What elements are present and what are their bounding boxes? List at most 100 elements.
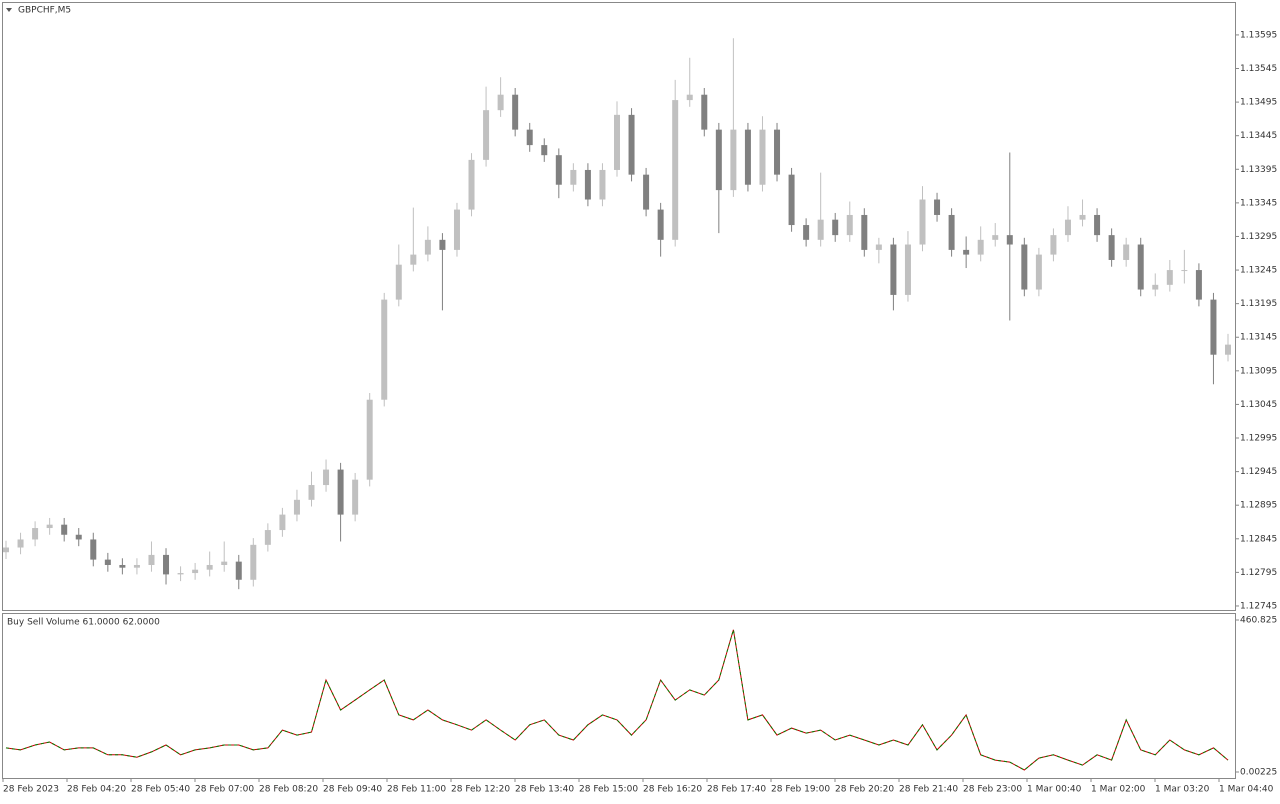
candle-body [512, 94, 519, 130]
candle-body [453, 209, 460, 250]
candle-body [657, 209, 664, 240]
candle-body [177, 573, 184, 575]
x-tick-label: 1 Mar 02:00 [1091, 785, 1146, 795]
candle-body [61, 524, 68, 535]
menu-arrow[interactable] [6, 8, 12, 12]
y-tick-label: 1.13495 [1240, 98, 1277, 108]
candle-body [148, 554, 155, 565]
candle-body [46, 524, 53, 529]
symbol-title: GBPCHF,M5 [18, 6, 71, 16]
candle-body [163, 554, 170, 575]
candle-body [1195, 270, 1202, 300]
candle-body [584, 169, 591, 200]
candle-body [1225, 344, 1231, 355]
candle-body [555, 155, 562, 185]
x-tick-label: 28 Feb 19:00 [771, 785, 830, 795]
candle-body [570, 169, 577, 185]
x-tick-label: 28 Feb 16:20 [643, 785, 702, 795]
y-tick-label: 1.12995 [1240, 434, 1277, 444]
candle-body [381, 299, 388, 400]
y-tick-label: 1.12845 [1240, 534, 1277, 544]
x-tick-label: 28 Feb 12:20 [451, 785, 510, 795]
x-tick-label: 28 Feb 08:20 [259, 785, 318, 795]
candle-body [1064, 219, 1071, 236]
candle-body [890, 244, 897, 295]
candle-body [32, 528, 39, 540]
candle-body [992, 235, 999, 240]
candle-body [948, 214, 955, 250]
y-tick-label: 460.825 [1240, 616, 1277, 626]
candle-body [701, 94, 708, 130]
y-tick-label: 1.12895 [1240, 501, 1277, 511]
x-tick-label: 1 Mar 00:40 [1027, 785, 1082, 795]
candle-body [90, 539, 97, 560]
indicator-title: Buy Sell Volume 61.0000 62.0000 [7, 618, 160, 628]
candle-body [715, 129, 722, 191]
y-tick-label: 1.13295 [1240, 232, 1277, 242]
x-tick-label: 28 Feb 13:40 [515, 785, 574, 795]
candle-body [904, 244, 911, 295]
x-tick-label: 28 Feb 21:40 [899, 785, 958, 795]
candle-body [192, 569, 199, 574]
x-tick-label: 1 Mar 04:40 [1219, 785, 1274, 795]
candle-body [497, 94, 504, 111]
y-tick-label: 1.13195 [1240, 299, 1277, 309]
candle-body [832, 219, 839, 236]
candle-body [1094, 214, 1101, 236]
y-tick-label: 1.12795 [1240, 568, 1277, 578]
candle-body [1006, 235, 1013, 245]
candle-body [919, 199, 926, 245]
candle-body [875, 244, 882, 250]
sub-frame [2, 613, 1236, 779]
candle-body [730, 129, 737, 191]
candle-body [963, 249, 970, 255]
candle-body [250, 544, 257, 580]
candle-body [686, 94, 693, 101]
candle-body [526, 129, 533, 146]
candle-body [206, 564, 213, 570]
candle-body [75, 534, 82, 540]
x-tick-label: 28 Feb 15:00 [579, 785, 638, 795]
y-tick-label: 1.13145 [1240, 333, 1277, 343]
y-tick-label: 1.13245 [1240, 266, 1277, 276]
y-tick-label: 1.13095 [1240, 366, 1277, 376]
candle-body [337, 469, 344, 515]
candle-body [395, 264, 402, 300]
candle-body [541, 145, 548, 156]
candle-body [1166, 270, 1173, 285]
candle-body [846, 214, 853, 236]
candle-body [17, 539, 24, 548]
x-tick-label: 28 Feb 05:40 [131, 785, 190, 795]
candle-body [279, 514, 286, 531]
candle-body [235, 561, 242, 580]
y-tick-label: 1.13045 [1240, 400, 1277, 410]
candle-body [1108, 235, 1115, 260]
y-tick-label: 1.12745 [1240, 601, 1277, 611]
candle-body [1021, 244, 1028, 290]
volume-line [5, 629, 1229, 771]
candle-body [221, 561, 228, 565]
candle-body [1035, 254, 1042, 290]
candle-body [1079, 214, 1086, 220]
y-tick-label: 1.13545 [1240, 64, 1277, 74]
y-tick-label: 1.12945 [1240, 467, 1277, 477]
candle-body [977, 239, 984, 255]
candle-body [424, 239, 431, 255]
candle-body [104, 559, 111, 565]
x-tick-label: 28 Feb 17:40 [707, 785, 766, 795]
candle-body [614, 114, 620, 170]
candle-body [744, 129, 751, 185]
candle-body [1050, 235, 1057, 255]
candle-body [119, 564, 126, 568]
x-tick-label: 28 Feb 23:00 [963, 785, 1022, 795]
x-tick-label: 28 Feb 11:00 [387, 785, 446, 795]
candle-body [264, 530, 271, 545]
y-tick-label: 0.00225 [1240, 767, 1277, 777]
candle-body [643, 174, 650, 210]
candle-body [3, 547, 9, 553]
candle-body [1123, 244, 1130, 260]
candle-body [308, 485, 315, 500]
y-tick-label: 1.13595 [1240, 30, 1277, 40]
